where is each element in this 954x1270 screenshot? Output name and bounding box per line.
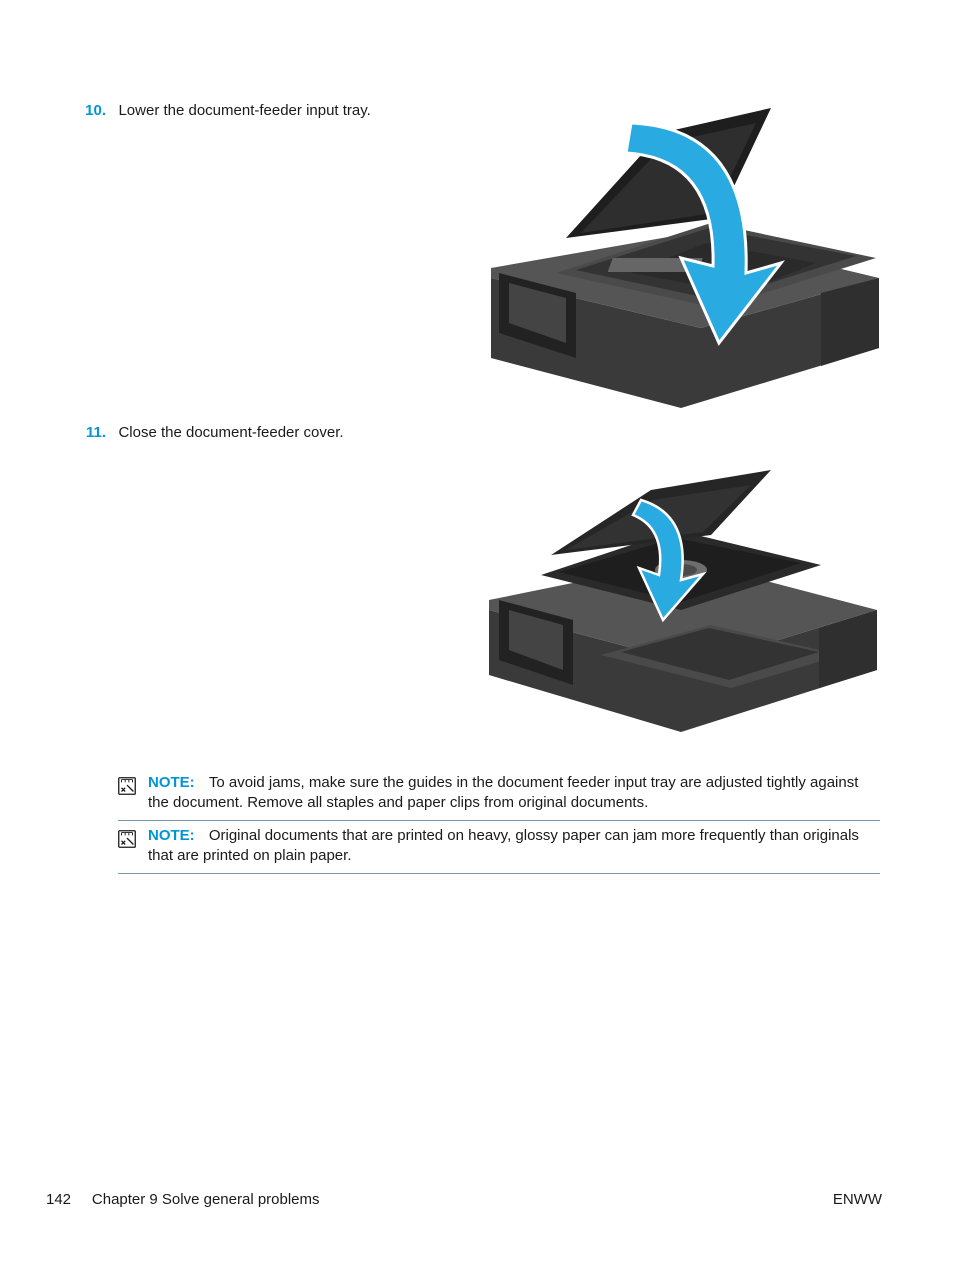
note-icon	[116, 775, 138, 797]
note-text: Original documents that are printed on h…	[148, 827, 859, 864]
note-1: NOTE: To avoid jams, make sure the guide…	[118, 773, 880, 821]
step-number: 11.	[76, 424, 106, 441]
note-icon	[116, 828, 138, 850]
note-2: NOTE: Original documents that are printe…	[118, 826, 880, 874]
step-10: 10. Lower the document-feeder input tray…	[76, 102, 476, 120]
note-label: NOTE:	[148, 774, 195, 791]
printer-illustration-2	[481, 460, 879, 732]
note-text: To avoid jams, make sure the guides in t…	[148, 774, 858, 811]
step-text: Close the document-feeder cover.	[118, 424, 343, 441]
page-footer: 142 Chapter 9 Solve general problems ENW…	[46, 1191, 882, 1208]
footer-left: 142 Chapter 9 Solve general problems	[46, 1191, 320, 1208]
step-number: 10.	[76, 102, 106, 119]
printer-illustration-1	[481, 98, 879, 408]
note-label: NOTE:	[148, 827, 195, 844]
step-11: 11. Close the document-feeder cover.	[76, 424, 476, 442]
figure-lower-tray	[481, 98, 879, 408]
chapter-title: Chapter 9 Solve general problems	[92, 1191, 320, 1208]
page-number: 142	[46, 1191, 71, 1208]
locale-code: ENWW	[833, 1191, 882, 1208]
manual-page: 10. Lower the document-feeder input tray…	[0, 0, 954, 1270]
step-text: Lower the document-feeder input tray.	[118, 102, 370, 119]
figure-close-cover	[481, 460, 879, 732]
